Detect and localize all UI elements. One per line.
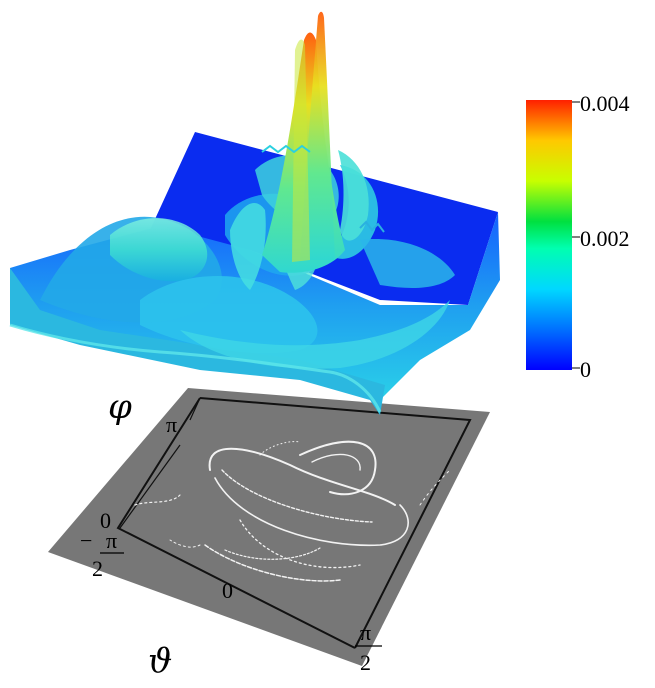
theta-tick-left-den: 2 [92,556,103,581]
theta-tick-0: 0 [222,578,233,603]
colorbar-tick-min: 0 [580,357,591,382]
phi-tick-0: 0 [100,508,111,533]
colorbar: 0.004 0.002 0 [526,91,630,382]
theta-tick-left-num: π [106,528,117,553]
phi-axis-label: φ [108,387,132,427]
colorbar-gradient [526,100,572,370]
density-surface [9,11,500,415]
floor-plane [48,388,490,666]
floor-frame-near [116,397,356,649]
theta-tick-half-pi: π 2 [355,620,382,675]
colorbar-tick-mid: 0.002 [580,226,630,251]
poincare-section [134,440,451,582]
theta-tick-right-num: π [360,620,371,645]
theta-axis-label: ϑ [148,641,172,681]
floor-frame-far [199,397,472,649]
theta-tick-right-den: 2 [360,650,371,675]
colorbar-tick-max: 0.004 [580,91,630,116]
theta-tick-minus: − [80,528,92,553]
theta-tick-neg-half-pi: − π 2 [80,528,124,581]
phase-space-floor [48,388,490,666]
phi-tick-pi: π [166,412,177,437]
